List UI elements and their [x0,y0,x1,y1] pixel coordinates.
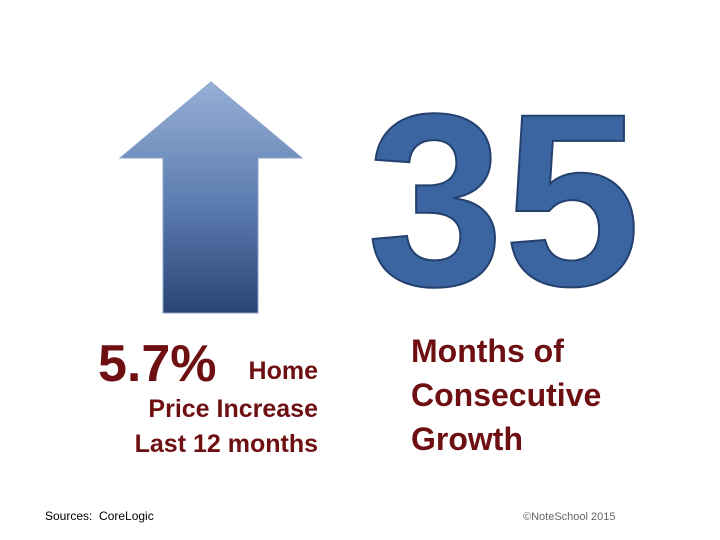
price-label-line: Home [249,357,319,385]
up-arrow [118,81,304,314]
price-label-line: Last 12 months [135,430,318,458]
months-label-line: Growth [411,421,523,457]
source-note: Sources: CoreLogic [45,509,154,523]
price-stat: 5.7% [98,335,217,393]
copyright: ©NoteSchool 2015 [523,511,616,523]
months-label-line: Consecutive [411,377,601,413]
price-label-line: Price Increase [148,395,318,423]
months-stat: 35 [367,63,641,338]
months-label-line: Months of [411,333,564,369]
